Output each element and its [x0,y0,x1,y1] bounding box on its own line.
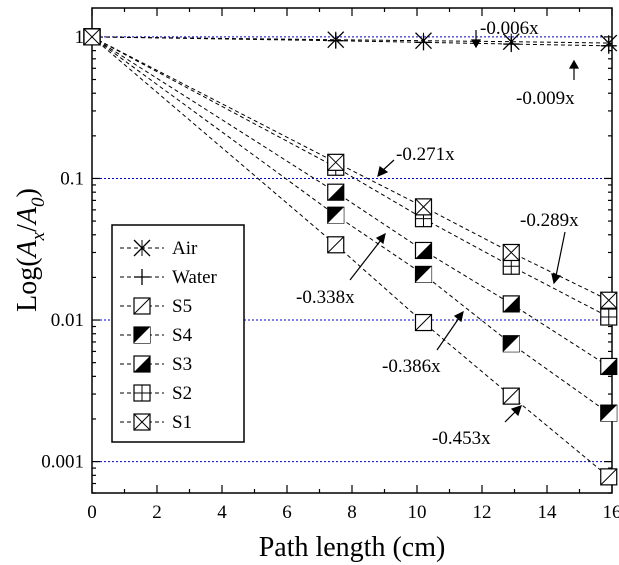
marker-s1 [327,153,345,171]
x-tick-labels: 0 2 4 6 8 10 12 14 16 [87,502,619,523]
arrowhead-s4 [453,310,464,323]
annotations: -0.006x -0.009x -0.271x -0.289x -0.338x … [296,18,579,449]
marker-s5 [502,387,520,405]
legend-label-air: Air [172,238,198,259]
arrow-s2 [555,231,566,277]
marker-water [327,32,344,49]
x-tick-label: 6 [282,502,292,523]
x-tick-label: 8 [347,502,357,523]
arrowhead-s1 [377,165,389,178]
data-markers [83,28,618,486]
x-tick-label: 2 [152,502,162,523]
legend-marker-s5 [133,297,151,315]
marker-s1 [600,291,618,309]
marker-s3 [327,183,345,201]
legend-marker-s4 [133,326,151,344]
marker-s1 [414,198,433,216]
legend-marker-s3 [133,355,151,373]
legend-label-s4: S4 [172,325,193,346]
arrowhead-air [470,39,482,49]
x-tick-label: 0 [87,502,97,523]
arrow-s5 [504,410,517,423]
legend-entry-s4: S4 [120,325,193,346]
marker-water [503,36,520,53]
legend-label-s5: S5 [172,296,192,317]
marker-s4 [414,265,433,284]
arrowhead-s2 [551,273,562,285]
annotation-arrows [349,30,580,423]
annotation-water: -0.009x [516,88,575,109]
legend-marker-s1 [133,413,151,431]
legend-entry-air: Air [120,238,198,259]
y-tick-labels: 1 0.1 0.01 0.001 [41,27,84,473]
marker-s4 [600,404,618,422]
y-tick-label: 1 [75,27,85,48]
legend: Air Water S5 S4 S3 S2 S1 [111,224,245,443]
marker-s2 [600,308,618,326]
y-tick-label: 0.001 [41,452,84,473]
marker-water [600,37,617,54]
grid [92,36,612,463]
x-tick-label: 12 [473,502,492,523]
x-axis-title: Path length (cm) [259,532,446,563]
annotation-s3: -0.338x [296,287,355,308]
marker-s3 [600,357,618,376]
arrowhead-s5 [510,405,522,417]
legend-marker-air [133,239,151,257]
marker-s1 [502,243,520,262]
legend-entry-water: Water [120,267,218,288]
arrowhead-water [568,59,580,69]
marker-s5 [414,313,433,332]
legend-label-s1: S1 [172,412,192,433]
legend-entry-s2: S2 [120,383,192,404]
x-tick-label: 16 [603,502,619,523]
y-tick-label: 0.01 [51,310,84,331]
legend-entry-s5: S5 [120,296,192,317]
marker-s1 [83,28,101,46]
legend-entry-s1: S1 [120,412,192,433]
marker-s5 [600,468,618,486]
x-tick-label: 10 [408,502,427,523]
marker-s5 [327,236,345,254]
legend-entry-s3: S3 [120,354,192,375]
arrow-s3 [349,239,382,281]
legend-marker-s2 [133,384,151,402]
marker-s3 [502,295,520,313]
annotation-s1: -0.271x [396,144,455,165]
arrow-s4 [436,317,460,351]
marker-s3 [414,241,433,260]
ticks [91,8,613,494]
legend-label-s2: S2 [172,383,192,404]
marker-s4 [327,206,345,224]
annotation-s5: -0.453x [432,428,491,449]
y-axis-title: Log(Ax/A0) [12,188,49,312]
marker-s4 [502,335,520,353]
y-tick-label: 0.1 [60,168,84,189]
marker-water [415,34,432,51]
x-tick-label: 4 [217,502,227,523]
x-tick-label: 14 [538,502,558,523]
annotation-air: -0.006x [480,18,539,39]
annotation-s4: -0.386x [382,356,441,377]
annotation-s2: -0.289x [520,210,579,231]
legend-label-water: Water [172,267,218,288]
legend-label-s3: S3 [172,354,192,375]
legend-marker-water [134,269,150,285]
arrowhead-s3 [375,232,386,245]
